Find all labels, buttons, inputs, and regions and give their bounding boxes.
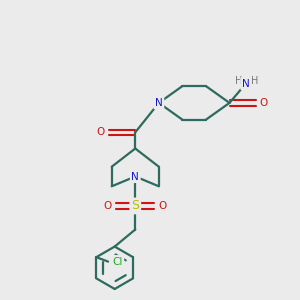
Text: N: N [155, 98, 163, 108]
Text: H: H [235, 76, 242, 86]
Text: N: N [131, 172, 139, 182]
Text: O: O [104, 201, 112, 211]
Text: O: O [96, 127, 105, 137]
Text: O: O [259, 98, 268, 108]
Text: H: H [251, 76, 258, 86]
Text: N: N [242, 79, 250, 89]
Text: O: O [158, 201, 167, 211]
Text: S: S [131, 200, 139, 212]
Text: Cl: Cl [112, 256, 123, 267]
